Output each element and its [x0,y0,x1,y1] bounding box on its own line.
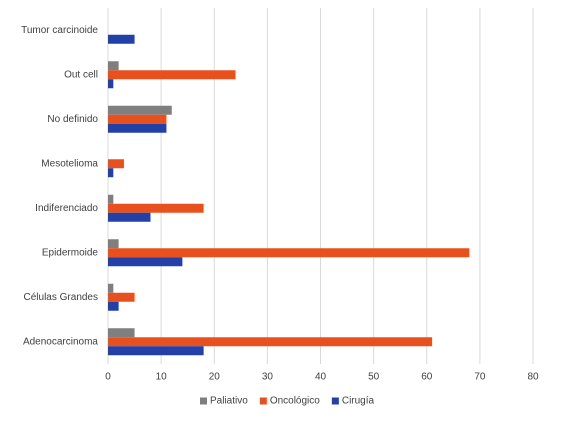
y-tick-label: Mesotelioma [41,158,98,169]
x-tick-label: 70 [474,372,486,383]
bar [108,203,204,213]
bar [108,346,204,356]
x-tick-label: 40 [315,372,327,383]
x-tick-label: 0 [105,372,111,383]
y-tick-label: Adenocarcinoma [23,336,98,347]
bar [108,105,172,115]
bar [108,239,119,249]
y-tick-label: Epidermoide [42,247,99,258]
bar [108,159,124,169]
legend-swatch [259,397,267,405]
y-tick-label: Indiferenciado [35,203,98,214]
bar [108,194,114,204]
bar [108,337,433,347]
legend-swatch [331,397,339,405]
bar [108,248,470,258]
legend-label: Paliativo [210,396,248,407]
x-tick-label: 20 [209,372,221,383]
bar [108,292,135,302]
bar [108,328,135,338]
bar [108,123,167,133]
bar [108,34,135,44]
x-tick-label: 30 [262,372,274,383]
x-tick-label: 80 [527,372,539,383]
legend-label: Cirugía [342,396,375,407]
x-tick-label: 50 [368,372,380,383]
bar [108,301,119,311]
y-tick-label: Out cell [64,69,98,80]
x-tick-label: 60 [421,372,433,383]
bar [108,168,114,178]
bar [108,114,167,124]
legend-swatch [200,397,207,405]
bar [108,79,114,89]
legend-label: Oncológico [270,396,320,407]
y-tick-label: Tumor carcinoide [21,25,98,36]
bar [108,61,119,71]
bar [108,257,183,267]
bar [108,212,151,222]
y-tick-label: Células Grandes [24,292,98,303]
bar [108,70,236,80]
y-tick-label: No definido [47,114,98,125]
bar [108,283,114,293]
x-tick-label: 10 [156,372,168,383]
